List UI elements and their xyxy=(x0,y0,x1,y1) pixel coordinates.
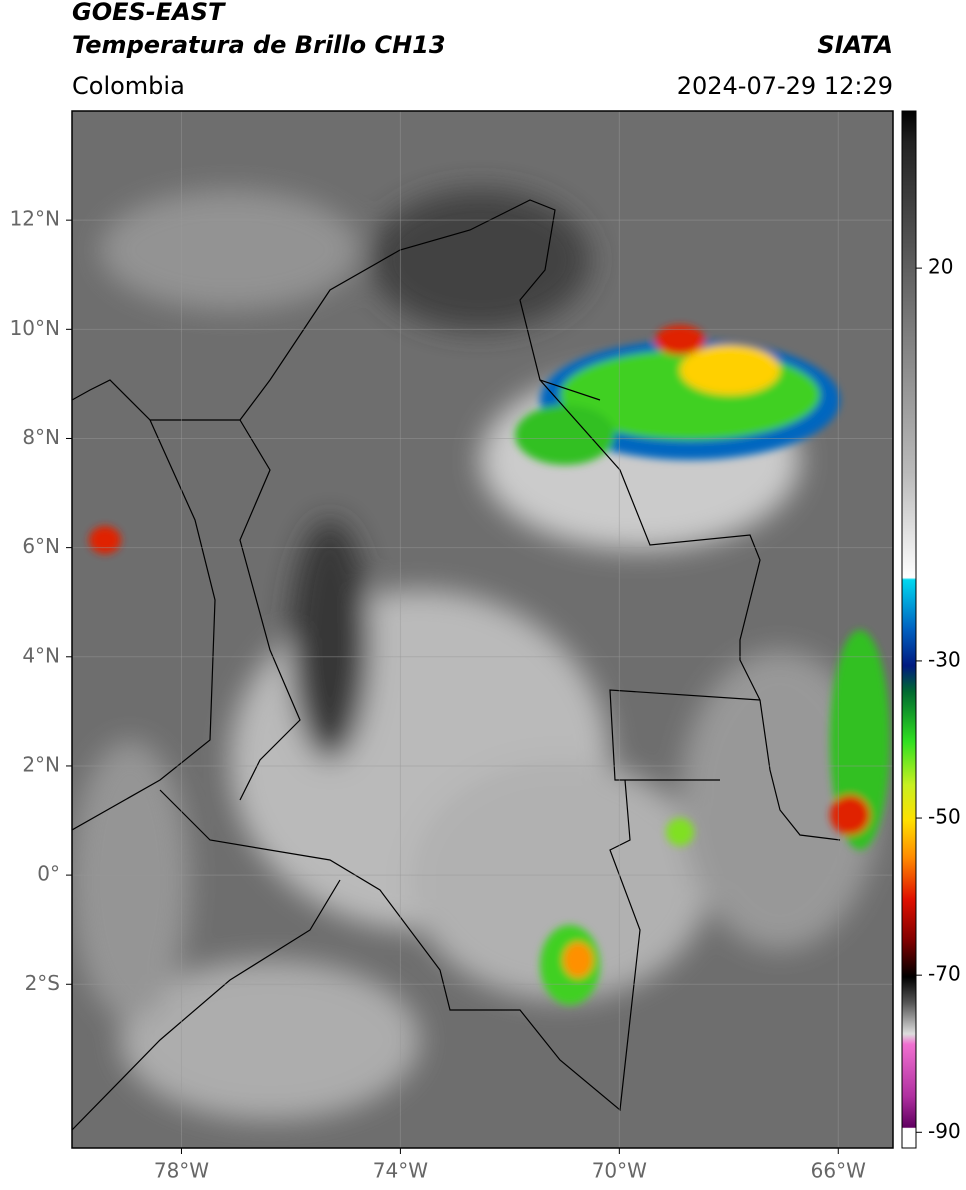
satellite-image xyxy=(72,111,893,1148)
x-tick-label: 70°W xyxy=(592,1159,647,1183)
source: SIATA xyxy=(817,31,893,59)
x-tick-label: 66°W xyxy=(811,1159,866,1183)
colorbar-tick-label: -90 xyxy=(928,1119,961,1143)
y-tick-label: 8°N xyxy=(22,425,60,449)
y-tick-label: 6°N xyxy=(22,534,60,558)
x-tick-label: 78°W xyxy=(154,1159,209,1183)
y-tick-label: 0° xyxy=(37,862,60,886)
y-tick-label: 10°N xyxy=(10,316,60,340)
colorbar-tick-label: -30 xyxy=(928,647,961,671)
subtitle: Temperatura de Brillo CH13 xyxy=(72,31,446,59)
colorbar-tick-label: -50 xyxy=(928,805,961,829)
y-tick-label: 12°N xyxy=(10,207,60,231)
colorbar-tick-label: -70 xyxy=(928,962,961,986)
y-tick-label: 4°N xyxy=(22,643,60,667)
x-tick-label: 74°W xyxy=(373,1159,428,1183)
y-tick-label: 2°N xyxy=(22,752,60,776)
title: GOES-EAST xyxy=(72,0,226,26)
map-frame xyxy=(71,110,894,1149)
datetime: 2024-07-29 12:29 xyxy=(677,72,893,100)
y-tick-label: 2°S xyxy=(25,971,60,995)
grid xyxy=(72,111,893,1148)
region: Colombia xyxy=(72,72,185,100)
colorbar-tick-label: 20 xyxy=(928,255,953,279)
colorbar xyxy=(901,110,917,1149)
